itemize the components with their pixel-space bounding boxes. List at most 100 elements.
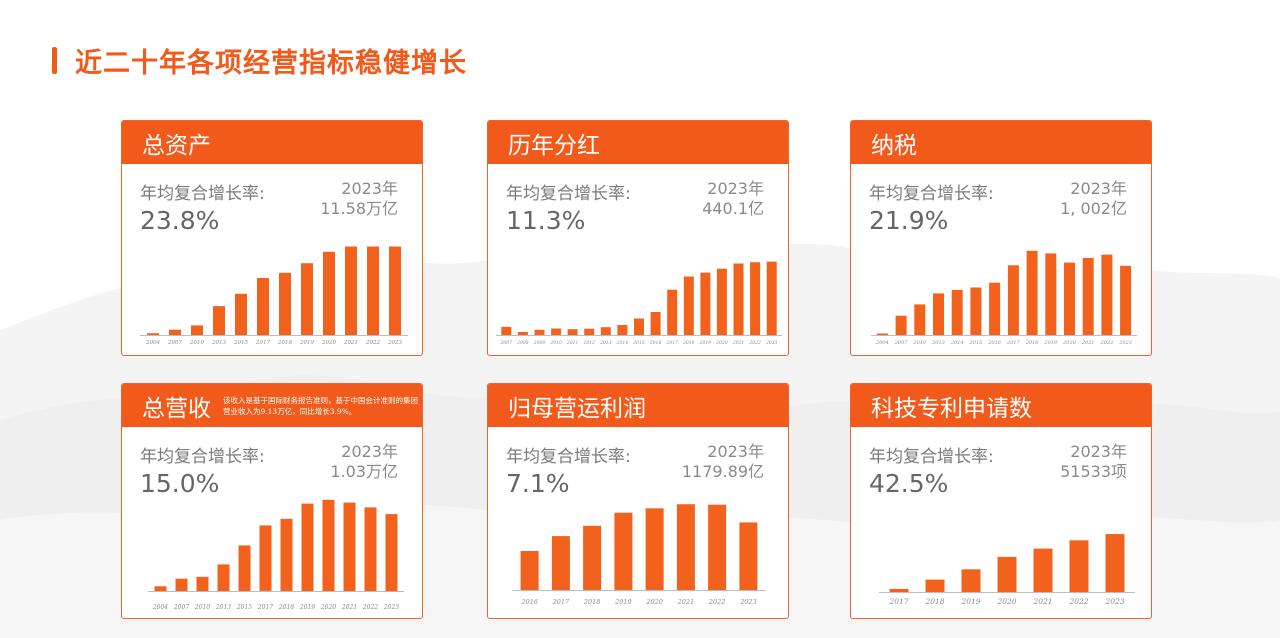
bar-2023 (385, 514, 398, 592)
total-value: 1, 002亿 (1060, 199, 1127, 218)
cagr-label: 年均复合增长率: (140, 447, 265, 467)
bar-2023 (739, 522, 758, 590)
bar-2022 (750, 262, 761, 335)
card-header: 科技专利申请数 (851, 384, 1151, 427)
bar-2018 (583, 525, 602, 590)
x-tick-label: 2018 (682, 340, 695, 346)
x-tick-label: 2023 (1104, 597, 1124, 606)
bar-2023 (389, 246, 401, 335)
bar-chart: 2004 2007 2010 2013 2015 2017 2018 2019 2020 2021… (140, 246, 408, 346)
bar-2022 (1069, 540, 1089, 592)
x-tick-label: 2022 (1100, 340, 1114, 346)
cagr-label: 年均复合增长率: (869, 184, 994, 204)
x-tick-label: 2013 (211, 340, 226, 346)
bar-2019 (1045, 253, 1057, 335)
card-title: 纳税 (871, 132, 917, 159)
card-footnote: 该收入是基于国际财务报告准则，基于中国会计准则的集团营业收入为9.13万亿，同比… (223, 395, 418, 416)
bar-2020 (997, 556, 1017, 592)
cagr-label: 年均复合增长率: (869, 447, 994, 467)
card-title: 总营收 (142, 395, 211, 422)
bar-2019 (614, 512, 633, 590)
bar-2018 (925, 579, 945, 592)
bar-2018 (280, 518, 293, 591)
card-total-assets: 总资产 年均复合增长率: 23.8% 2023年 11.58万亿 2004 200… (121, 120, 423, 356)
card-title: 归母营运利润 (508, 395, 646, 422)
bar-2019 (961, 569, 981, 592)
bar-2010 (191, 325, 203, 335)
year-total: 2023年 11.58万亿 (320, 179, 398, 219)
bar-2017 (667, 289, 678, 335)
x-tick-label: 2022 (1068, 597, 1088, 606)
title-accent-bar (52, 46, 57, 74)
x-tick-label: 2020 (645, 598, 663, 606)
bar-2004 (876, 333, 888, 335)
x-tick-label: 2004 (145, 340, 160, 346)
x-tick-label: 2019 (699, 340, 712, 346)
cagr-value: 7.1% (506, 469, 570, 498)
bar-2017 (259, 525, 272, 591)
card-header: 总营收 该收入是基于国际财务报告准则，基于中国会计准则的集团营业收入为9.13万… (122, 384, 422, 427)
x-tick-label: 2023 (765, 340, 778, 346)
bar-2021 (676, 504, 695, 590)
x-tick-label: 2015 (632, 340, 645, 346)
bar-2022 (367, 246, 379, 335)
x-tick-label: 2010 (912, 340, 927, 346)
bar-chart: 2017 2018 2019 2020 2021 2022 2023 (879, 534, 1135, 606)
x-tick-label: 2007 (173, 604, 189, 611)
page-title: 近二十年各项经营指标稳健增长 (52, 40, 467, 80)
x-tick-label: 2007 (167, 340, 182, 346)
bar-2016 (650, 312, 661, 335)
bar-2020 (645, 508, 664, 590)
x-tick-label: 2013 (599, 340, 612, 346)
cagr-value: 42.5% (869, 469, 949, 498)
bar-2007 (175, 578, 188, 591)
bar-2022 (364, 507, 377, 591)
bar-2023 (1120, 265, 1132, 335)
year-total: 2023年 1, 002亿 (1060, 179, 1127, 219)
bar-2017 (1007, 265, 1019, 335)
x-tick-label: 2022 (365, 340, 380, 346)
card-title: 总资产 (142, 132, 211, 159)
x-tick-label: 2015 (236, 604, 252, 611)
bar-2020 (716, 268, 727, 335)
x-tick-label: 2009 (533, 340, 546, 346)
x-tick-label: 2016 (987, 340, 1002, 346)
x-tick-label: 2020 (321, 340, 336, 346)
bar-2011 (567, 329, 578, 335)
year-total: 2023年 440.1亿 (702, 179, 764, 219)
bar-2014 (617, 325, 628, 335)
x-tick-label: 2020 (715, 340, 728, 346)
bar-2018 (1026, 250, 1038, 335)
total-value: 51533项 (1060, 462, 1127, 481)
x-tick-label: 2007 (500, 340, 513, 346)
x-tick-label: 2017 (552, 598, 570, 606)
year-total: 2023年 51533项 (1060, 442, 1127, 482)
bar-2013 (933, 293, 944, 335)
year-total: 2023年 1179.89亿 (682, 442, 764, 482)
card-tax: 纳税 年均复合增长率: 21.9% 2023年 1, 002亿 2004 2007… (850, 120, 1152, 356)
x-tick-label: 2018 (583, 598, 601, 606)
page-title-text: 近二十年各项经营指标稳健增长 (75, 47, 467, 79)
x-tick-label: 2019 (299, 340, 314, 346)
bar-2015 (970, 287, 982, 335)
x-tick-label: 2021 (677, 598, 695, 606)
x-tick-label: 2010 (194, 604, 210, 611)
bar-2021 (733, 263, 744, 335)
bar-2023 (1105, 534, 1125, 592)
x-tick-label: 2023 (1118, 340, 1132, 346)
bar-chart: 2016 2017 2018 2019 2020 2021 2022 2023 (512, 504, 766, 606)
bar-2014 (951, 289, 963, 335)
x-tick-label: 2013 (931, 340, 945, 346)
cagr-label: 年均复合增长率: (140, 184, 265, 204)
year-label: 2023年 (707, 179, 764, 198)
bar-2018 (279, 272, 291, 335)
year-label: 2023年 (1070, 179, 1127, 198)
x-tick-label: 2018 (924, 597, 944, 606)
total-value: 1179.89亿 (681, 462, 764, 481)
x-tick-label: 2020 (320, 604, 336, 611)
year-label: 2023年 (1070, 442, 1127, 461)
bar-chart: 2004 2007 2010 2013 2015 2017 2018 2019 2020 2021… (148, 499, 404, 611)
x-tick-label: 2023 (739, 598, 757, 606)
bar-2017 (889, 588, 909, 592)
year-label: 2023年 (341, 442, 398, 461)
